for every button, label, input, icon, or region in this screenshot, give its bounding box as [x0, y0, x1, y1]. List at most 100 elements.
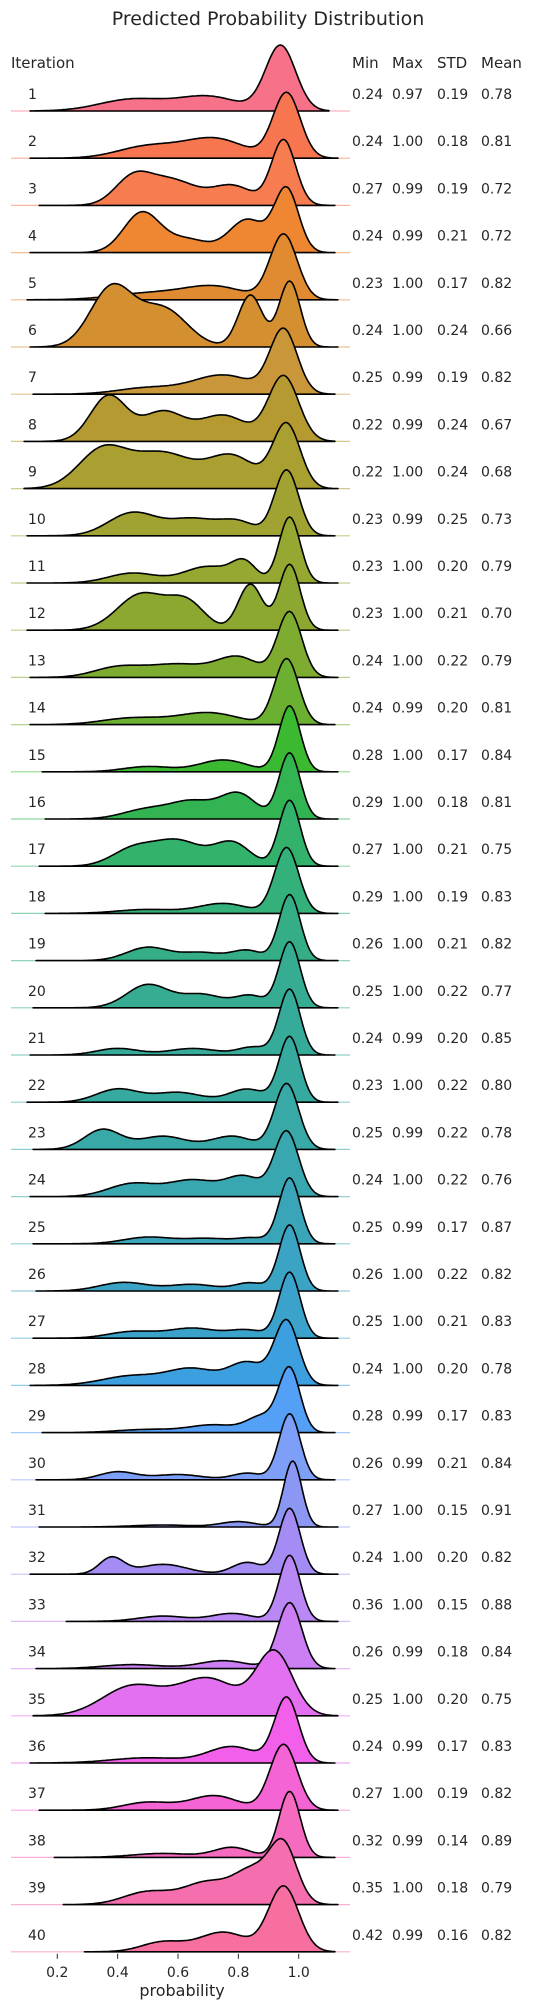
stat-min-value: 0.24 — [352, 701, 383, 717]
stat-min-value: 0.25 — [352, 984, 383, 1000]
stat-min-value: 0.24 — [352, 1173, 383, 1189]
ridge-row: 33 0.36 1.00 0.15 0.88 — [11, 1554, 512, 1623]
stat-std-value: 0.17 — [437, 748, 468, 764]
stat-mean-value: 0.81 — [481, 134, 512, 150]
stat-std-value: 0.21 — [437, 1456, 468, 1472]
stat-mean-value: 0.82 — [481, 1786, 512, 1802]
stat-min-value: 0.24 — [352, 1550, 383, 1566]
stat-min-value: 0.26 — [352, 1645, 383, 1661]
min-column-header: Min — [352, 54, 379, 72]
stat-max-value: 1.00 — [392, 323, 423, 339]
stat-min-value: 0.35 — [352, 1881, 383, 1897]
iteration-label: 32 — [28, 1550, 46, 1566]
stat-mean-value: 0.83 — [481, 889, 512, 905]
stat-min-value: 0.25 — [352, 1220, 383, 1236]
stat-max-value: 0.99 — [392, 512, 423, 528]
stat-min-value: 0.32 — [352, 1833, 383, 1849]
stat-std-value: 0.24 — [437, 323, 468, 339]
ridge-density — [35, 1413, 336, 1481]
stat-std-value: 0.22 — [437, 984, 468, 1000]
stat-std-value: 0.25 — [437, 512, 468, 528]
ridge-density — [29, 1318, 339, 1387]
ridge-row: 3 0.27 0.99 0.19 0.72 — [11, 138, 512, 207]
stat-min-value: 0.23 — [352, 606, 383, 622]
iteration-label: 22 — [28, 1078, 46, 1094]
ridge-row: 17 0.27 1.00 0.21 0.75 — [11, 799, 512, 867]
ridge-row: 8 0.22 0.99 0.24 0.67 — [11, 374, 512, 443]
stat-min-value: 0.24 — [352, 653, 383, 669]
ridge-row: 10 0.23 0.99 0.25 0.73 — [11, 469, 512, 537]
stat-min-value: 0.22 — [352, 465, 383, 481]
ridge-row: 1 0.24 0.97 0.19 0.78 — [11, 44, 512, 112]
ridge-row: 28 0.24 1.00 0.20 0.78 — [11, 1318, 512, 1387]
stat-min-value: 0.24 — [352, 87, 383, 103]
stat-std-value: 0.19 — [437, 87, 468, 103]
x-tick-label: 0.8 — [227, 1965, 249, 1981]
ridges-layer: 1 0.24 0.97 0.19 0.78 2 0.24 1.00 0.18 0.81 3 0.27 0… — [11, 44, 512, 1953]
stat-mean-value: 0.84 — [481, 1456, 512, 1472]
ridge-density — [38, 1743, 339, 1811]
stat-mean-value: 0.78 — [481, 87, 512, 103]
stat-min-value: 0.23 — [352, 512, 383, 528]
stat-std-value: 0.19 — [437, 181, 468, 197]
stat-mean-value: 0.79 — [481, 653, 512, 669]
stat-mean-value: 0.72 — [481, 229, 512, 245]
ridge-row: 34 0.26 0.99 0.18 0.84 — [11, 1601, 512, 1670]
stat-std-value: 0.20 — [437, 701, 468, 717]
ridge-density — [35, 1601, 336, 1670]
iteration-label: 9 — [28, 465, 37, 481]
stat-std-value: 0.18 — [437, 795, 468, 811]
stat-max-value: 1.00 — [392, 1550, 423, 1566]
stat-mean-value: 0.78 — [481, 1125, 512, 1141]
ridge-density — [53, 1790, 336, 1859]
iteration-label: 21 — [28, 1031, 46, 1047]
x-tick-label: 0.4 — [106, 1965, 128, 1981]
ridge-density — [29, 1507, 339, 1575]
ridge-row: 35 0.25 1.00 0.20 0.75 — [11, 1649, 512, 1717]
stat-mean-value: 0.82 — [481, 276, 512, 292]
stat-mean-value: 0.76 — [481, 1173, 512, 1189]
stat-std-value: 0.20 — [437, 1031, 468, 1047]
iteration-label: 27 — [28, 1314, 46, 1330]
iteration-label: 29 — [28, 1409, 46, 1425]
ridge-density — [44, 846, 339, 915]
ridge-row: 30 0.26 0.99 0.21 0.84 — [11, 1413, 512, 1481]
x-tick-label: 0.2 — [46, 1965, 68, 1981]
stat-min-value: 0.23 — [352, 1078, 383, 1094]
ridge-density — [29, 280, 339, 348]
stat-max-value: 1.00 — [392, 1597, 423, 1613]
ridge-row: 26 0.26 1.00 0.22 0.82 — [11, 1224, 512, 1292]
stat-std-value: 0.17 — [437, 1220, 468, 1236]
ridge-row: 38 0.32 0.99 0.14 0.89 — [11, 1790, 512, 1859]
ridge-density — [29, 1696, 336, 1764]
stat-mean-value: 0.88 — [481, 1597, 512, 1613]
stat-mean-value: 0.82 — [481, 370, 512, 386]
ridge-row: 9 0.22 1.00 0.24 0.68 — [11, 421, 512, 490]
stat-std-value: 0.15 — [437, 1597, 468, 1613]
stat-max-value: 0.99 — [392, 1928, 423, 1944]
stat-mean-value: 0.83 — [481, 1739, 512, 1755]
iteration-column-header: Iteration — [11, 54, 75, 72]
iteration-label: 12 — [28, 606, 46, 622]
stat-max-value: 1.00 — [392, 1314, 423, 1330]
stat-max-value: 0.99 — [392, 417, 423, 433]
ridge-density — [32, 1177, 336, 1245]
stat-max-value: 0.99 — [392, 701, 423, 717]
stat-max-value: 0.99 — [392, 1833, 423, 1849]
stat-std-value: 0.17 — [437, 1409, 468, 1425]
stat-min-value: 0.29 — [352, 795, 383, 811]
ridge-density — [32, 1271, 339, 1339]
stat-min-value: 0.24 — [352, 134, 383, 150]
stat-std-value: 0.19 — [437, 370, 468, 386]
ridge-density — [38, 138, 336, 207]
iteration-label: 14 — [28, 701, 46, 717]
stat-std-value: 0.22 — [437, 1267, 468, 1283]
stat-min-value: 0.23 — [352, 559, 383, 575]
stat-min-value: 0.24 — [352, 229, 383, 245]
ridge-row: 36 0.24 0.99 0.17 0.83 — [11, 1696, 512, 1764]
ridge-density — [29, 185, 336, 254]
std-column-header: STD — [437, 54, 467, 72]
stat-std-value: 0.18 — [437, 1645, 468, 1661]
ridge-density — [62, 1837, 339, 1906]
iteration-label: 30 — [28, 1456, 46, 1472]
